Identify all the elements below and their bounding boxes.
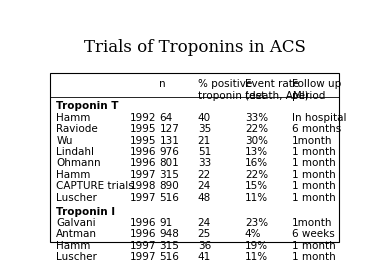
Text: Antman: Antman bbox=[56, 229, 97, 239]
Text: 6 weeks: 6 weeks bbox=[292, 229, 335, 239]
Text: 1 month: 1 month bbox=[292, 147, 336, 157]
Text: 22: 22 bbox=[198, 170, 211, 180]
Text: n: n bbox=[160, 79, 166, 89]
Text: 948: 948 bbox=[160, 229, 179, 239]
Text: 1998: 1998 bbox=[130, 181, 157, 191]
Text: CAPTURE trials: CAPTURE trials bbox=[56, 181, 134, 191]
Text: 91: 91 bbox=[160, 218, 173, 228]
Text: 1997: 1997 bbox=[130, 252, 157, 262]
Text: Luscher: Luscher bbox=[56, 252, 97, 262]
Text: In hospital: In hospital bbox=[292, 113, 347, 123]
Text: Raviode: Raviode bbox=[56, 124, 98, 134]
Text: Troponin I: Troponin I bbox=[56, 207, 116, 216]
Text: 1 month: 1 month bbox=[292, 170, 336, 180]
Text: 1997: 1997 bbox=[130, 241, 157, 251]
Text: 36: 36 bbox=[198, 241, 211, 251]
Text: Ohmann: Ohmann bbox=[56, 158, 101, 169]
Text: 24: 24 bbox=[198, 181, 211, 191]
Text: 1992: 1992 bbox=[130, 113, 157, 123]
Text: 1month: 1month bbox=[292, 136, 332, 145]
Text: 1 month: 1 month bbox=[292, 252, 336, 262]
Text: Galvani: Galvani bbox=[56, 218, 96, 228]
Text: 1996: 1996 bbox=[130, 218, 157, 228]
Text: 890: 890 bbox=[160, 181, 179, 191]
Text: 1996: 1996 bbox=[130, 147, 157, 157]
Text: 19%: 19% bbox=[245, 241, 268, 251]
Text: 976: 976 bbox=[160, 147, 179, 157]
Text: 40: 40 bbox=[198, 113, 211, 123]
Text: 30%: 30% bbox=[245, 136, 268, 145]
Text: 516: 516 bbox=[160, 193, 179, 202]
Text: 801: 801 bbox=[160, 158, 179, 169]
Text: 48: 48 bbox=[198, 193, 211, 202]
Text: % positive
troponin test: % positive troponin test bbox=[198, 79, 265, 101]
Text: 1 month: 1 month bbox=[292, 241, 336, 251]
Text: 25: 25 bbox=[198, 229, 211, 239]
Text: 33%: 33% bbox=[245, 113, 268, 123]
Text: 516: 516 bbox=[160, 252, 179, 262]
Text: 127: 127 bbox=[160, 124, 179, 134]
Text: 35: 35 bbox=[198, 124, 211, 134]
Text: 1 month: 1 month bbox=[292, 181, 336, 191]
Text: Troponin T: Troponin T bbox=[56, 101, 119, 112]
Text: 11%: 11% bbox=[245, 193, 268, 202]
Text: 15%: 15% bbox=[245, 181, 268, 191]
Text: Hamm: Hamm bbox=[56, 113, 91, 123]
Text: 1995: 1995 bbox=[130, 124, 157, 134]
Text: 6 months: 6 months bbox=[292, 124, 341, 134]
Text: 24: 24 bbox=[198, 218, 211, 228]
Text: 51: 51 bbox=[198, 147, 211, 157]
Text: 41: 41 bbox=[198, 252, 211, 262]
Text: 33: 33 bbox=[198, 158, 211, 169]
Text: 13%: 13% bbox=[245, 147, 268, 157]
Text: 4%: 4% bbox=[245, 229, 261, 239]
Text: 11%: 11% bbox=[245, 252, 268, 262]
Text: Lindahl: Lindahl bbox=[56, 147, 94, 157]
Text: 1 month: 1 month bbox=[292, 193, 336, 202]
Text: 131: 131 bbox=[160, 136, 179, 145]
Text: Event rate
(death, AMI): Event rate (death, AMI) bbox=[245, 79, 309, 101]
Text: Hamm: Hamm bbox=[56, 241, 91, 251]
Text: Trials of Troponins in ACS: Trials of Troponins in ACS bbox=[84, 39, 306, 56]
Text: Wu: Wu bbox=[56, 136, 73, 145]
Text: 315: 315 bbox=[160, 170, 179, 180]
Text: 1 month: 1 month bbox=[292, 158, 336, 169]
Text: 1997: 1997 bbox=[130, 170, 157, 180]
Text: 22%: 22% bbox=[245, 124, 268, 134]
Text: Follow up
period: Follow up period bbox=[292, 79, 341, 101]
Text: Hamm: Hamm bbox=[56, 170, 91, 180]
Text: 1996: 1996 bbox=[130, 158, 157, 169]
Text: 1997: 1997 bbox=[130, 193, 157, 202]
Text: Luscher: Luscher bbox=[56, 193, 97, 202]
Text: 64: 64 bbox=[160, 113, 173, 123]
Text: 1995: 1995 bbox=[130, 136, 157, 145]
Text: 16%: 16% bbox=[245, 158, 268, 169]
Text: 1996: 1996 bbox=[130, 229, 157, 239]
Text: 23%: 23% bbox=[245, 218, 268, 228]
Text: 1month: 1month bbox=[292, 218, 332, 228]
FancyBboxPatch shape bbox=[51, 73, 339, 242]
Text: 21: 21 bbox=[198, 136, 211, 145]
Text: 315: 315 bbox=[160, 241, 179, 251]
Text: 22%: 22% bbox=[245, 170, 268, 180]
